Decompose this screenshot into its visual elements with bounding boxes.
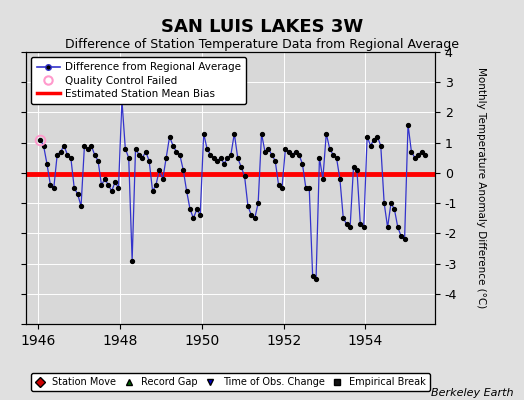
- Text: Difference of Station Temperature Data from Regional Average: Difference of Station Temperature Data f…: [65, 38, 459, 51]
- Text: SAN LUIS LAKES 3W: SAN LUIS LAKES 3W: [161, 18, 363, 36]
- Legend: Station Move, Record Gap, Time of Obs. Change, Empirical Break: Station Move, Record Gap, Time of Obs. C…: [31, 373, 430, 391]
- Legend: Difference from Regional Average, Quality Control Failed, Estimated Station Mean: Difference from Regional Average, Qualit…: [31, 57, 246, 104]
- Y-axis label: Monthly Temperature Anomaly Difference (°C): Monthly Temperature Anomaly Difference (…: [476, 67, 486, 309]
- Text: Berkeley Earth: Berkeley Earth: [431, 388, 514, 398]
